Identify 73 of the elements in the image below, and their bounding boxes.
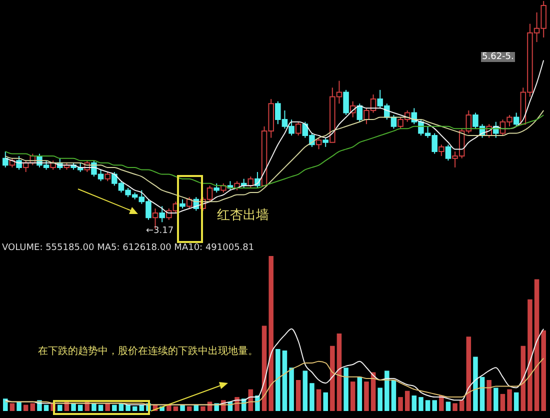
bar xyxy=(200,406,206,411)
bar xyxy=(459,400,464,411)
bar xyxy=(350,382,356,411)
candlestick xyxy=(438,144,444,157)
bar xyxy=(336,334,342,411)
bar xyxy=(78,404,83,411)
candlestick xyxy=(343,89,349,116)
bar xyxy=(494,388,498,411)
candlestick xyxy=(513,112,520,127)
bar xyxy=(186,406,192,411)
bar xyxy=(446,402,451,411)
bar xyxy=(296,380,301,411)
candlestick xyxy=(445,144,452,162)
bar xyxy=(473,356,478,411)
bar xyxy=(44,404,49,411)
bar xyxy=(98,404,104,411)
bar xyxy=(541,330,546,411)
bar xyxy=(276,349,280,411)
bar xyxy=(364,382,369,411)
candlestick xyxy=(295,121,302,136)
bar xyxy=(302,370,308,411)
annotation: ←3.17 xyxy=(146,226,174,236)
candlestick xyxy=(180,198,186,209)
bar xyxy=(432,400,437,411)
bar xyxy=(398,397,403,411)
bar xyxy=(439,396,444,411)
candlestick xyxy=(104,172,110,182)
bar xyxy=(412,396,417,411)
annotation: 在下跌的趋势中，股价在连续的下跌中出现地量。 xyxy=(38,344,258,358)
bar xyxy=(323,392,328,411)
bar xyxy=(132,406,138,411)
bar xyxy=(384,370,390,411)
bar xyxy=(452,403,458,411)
bar xyxy=(173,406,178,411)
bar xyxy=(289,368,294,411)
candlestick xyxy=(316,137,322,150)
bar xyxy=(180,404,185,411)
bar xyxy=(3,398,8,411)
candlestick xyxy=(2,150,8,168)
bar xyxy=(514,392,519,411)
bar xyxy=(23,404,28,411)
bar xyxy=(391,380,396,411)
bar xyxy=(418,397,424,411)
bar xyxy=(30,403,36,411)
bar xyxy=(404,390,410,411)
candlestick xyxy=(159,206,165,223)
bar xyxy=(378,388,382,411)
chart-title: VOLUME: 555185.00 MA5: 612618.00 MA10: 491005.81 xyxy=(2,243,254,253)
bar xyxy=(58,404,62,411)
bar xyxy=(16,402,22,411)
annotation: 5.62-5. xyxy=(481,52,515,62)
bar xyxy=(500,394,506,411)
candlestick xyxy=(214,182,220,194)
bar xyxy=(486,380,492,411)
bar xyxy=(480,376,485,411)
bar xyxy=(112,404,117,411)
bar xyxy=(330,346,335,411)
bar xyxy=(425,400,430,411)
bar xyxy=(126,404,130,411)
annotation: 红杏出墙 xyxy=(217,207,269,224)
bar xyxy=(282,350,288,411)
bar xyxy=(166,404,172,411)
bar xyxy=(310,383,314,411)
bar xyxy=(534,279,540,411)
bar xyxy=(507,389,512,411)
bar xyxy=(268,256,274,411)
bar xyxy=(316,389,322,411)
candlestick xyxy=(322,137,328,148)
bar xyxy=(528,299,532,411)
bar xyxy=(466,336,472,411)
bar xyxy=(10,403,15,411)
bar xyxy=(344,368,348,411)
bar xyxy=(357,376,362,411)
